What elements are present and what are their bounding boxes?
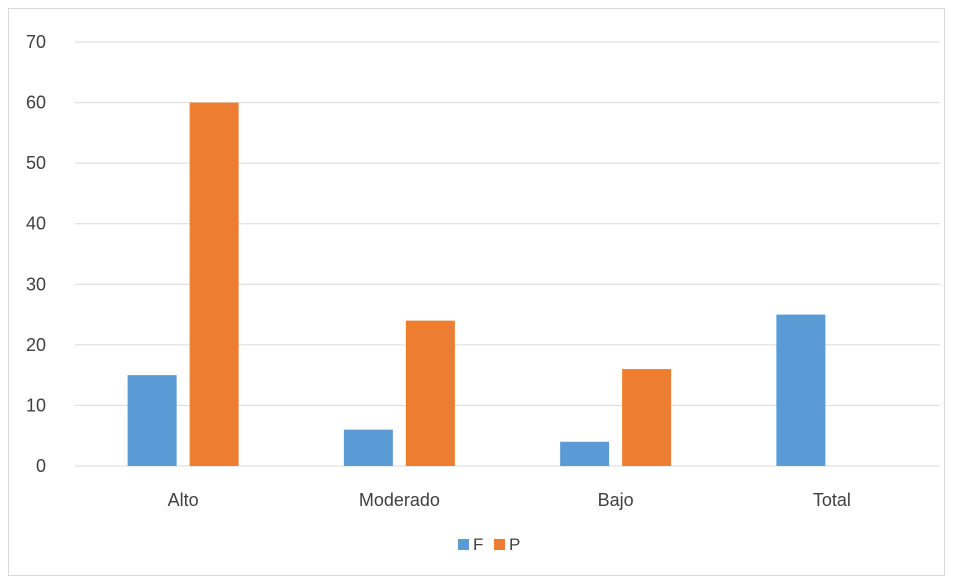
legend-label-P: P (509, 535, 520, 554)
y-tick-label: 20 (26, 335, 46, 355)
legend-swatch-P (494, 539, 505, 550)
bar-F-Total (776, 314, 826, 466)
y-tick-label: 10 (26, 395, 46, 415)
y-tick-label: 30 (26, 274, 46, 294)
y-tick-label: 50 (26, 153, 46, 173)
legend-swatch-F (458, 539, 469, 550)
y-tick-label: 60 (26, 93, 46, 113)
bar-P-Alto (189, 102, 239, 467)
x-tick-label: Moderado (359, 490, 440, 510)
y-tick-label: 70 (26, 32, 46, 52)
x-tick-label: Bajo (598, 490, 634, 510)
x-tick-label: Alto (168, 490, 199, 510)
bar-P-Bajo (622, 369, 672, 466)
x-tick-label: Total (813, 490, 851, 510)
bars (127, 102, 826, 467)
legend-label-F: F (473, 535, 483, 554)
x-axis-ticks: Alto Moderado Bajo Total (168, 490, 851, 510)
y-axis-ticks: 0 10 20 30 40 50 60 70 (26, 32, 46, 476)
bar-P-Moderado (405, 320, 455, 466)
y-tick-label: 40 (26, 214, 46, 234)
bar-F-Alto (127, 375, 177, 466)
bar-F-Moderado (343, 429, 393, 466)
y-tick-label: 0 (36, 456, 46, 476)
bar-F-Bajo (560, 441, 610, 466)
